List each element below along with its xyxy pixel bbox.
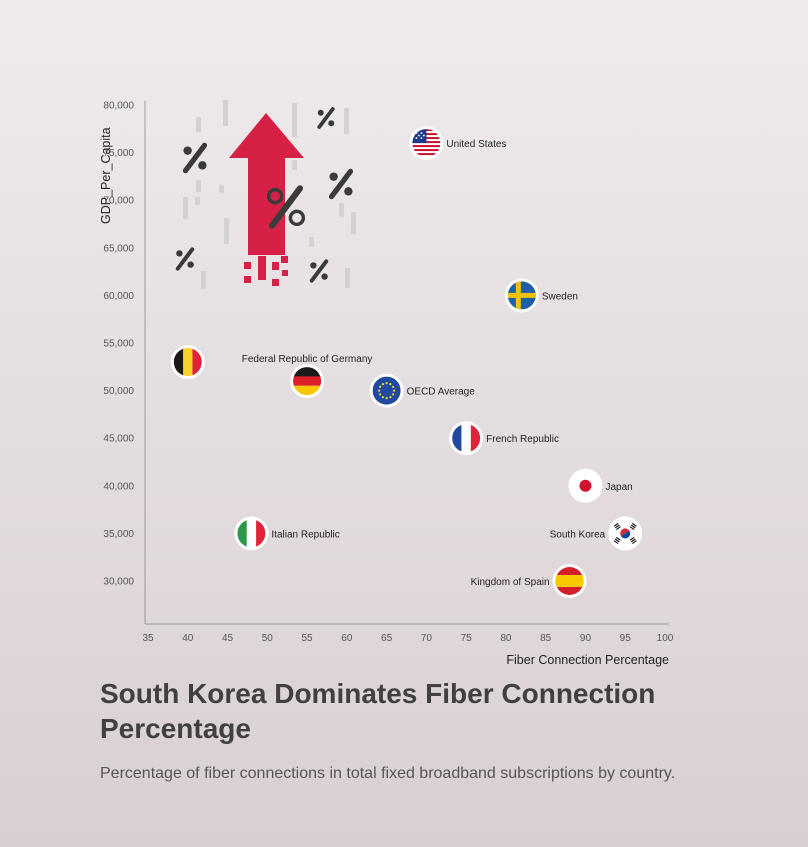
point-label: French Republic — [486, 434, 559, 445]
x-tick-label: 90 — [580, 633, 592, 644]
point-label: Kingdom of Spain — [471, 577, 550, 588]
point-label: United States — [446, 139, 506, 150]
france-flag-icon — [452, 424, 481, 453]
y-tick-label: 70,000 — [103, 196, 134, 207]
x-axis-title: Fiber Connection Percentage — [506, 653, 669, 667]
percent-sign-icon — [182, 142, 208, 174]
data-point — [170, 345, 205, 380]
japan-flag-icon — [571, 471, 600, 500]
point-label: Sweden — [542, 291, 578, 302]
germany-flag-icon — [293, 367, 322, 396]
y-axis-title: GDP_Per_Capita — [99, 127, 113, 224]
data-point: Japan — [568, 468, 633, 503]
data-point: Sweden — [504, 278, 578, 313]
spain-flag-icon — [555, 567, 584, 595]
data-point: Federal Republic of Germany — [242, 354, 373, 399]
data-point: OECD Average — [369, 373, 476, 408]
point-label: Japan — [605, 482, 632, 493]
point-label: OECD Average — [407, 387, 476, 398]
scatter-chart: 35 40 45 50 55 60 65 70 75 80 85 90 95 100 30,000 35,0… — [99, 100, 674, 667]
chart-subtitle: Percentage of fiber connections in total… — [100, 765, 676, 782]
x-tick-label: 60 — [341, 633, 353, 644]
percent-arrow-illustration — [175, 100, 356, 289]
y-tick-label: 80,000 — [103, 101, 134, 112]
data-point: South Korea — [550, 516, 643, 551]
x-tick-label: 80 — [500, 633, 512, 644]
chart-title: South Korea Dominates Fiber Connection P… — [100, 678, 656, 744]
y-tick-label: 75,000 — [103, 148, 134, 159]
y-tick-label: 30,000 — [103, 577, 134, 588]
sweden-flag-icon — [507, 281, 536, 310]
percent-sign-icon — [309, 259, 329, 283]
y-tick-label: 65,000 — [103, 243, 134, 254]
data-point: Italian Republic — [234, 516, 340, 551]
percent-sign-icon — [317, 107, 335, 129]
y-tick-label: 55,000 — [103, 339, 134, 350]
percent-sign-icons — [175, 107, 354, 283]
point-label: South Korea — [550, 529, 606, 540]
x-tick-label: 35 — [142, 633, 154, 644]
y-tick-label: 45,000 — [103, 434, 134, 445]
us-flag-icon — [412, 129, 441, 158]
x-tick-label: 55 — [302, 633, 314, 644]
y-tick-label: 60,000 — [103, 291, 134, 302]
x-tick-labels: 35 40 45 50 55 60 65 70 75 80 85 90 95 100 — [142, 633, 673, 644]
x-tick-label: 70 — [421, 633, 433, 644]
point-label: Federal Republic of Germany — [242, 354, 373, 365]
decorative-dashes — [183, 100, 356, 289]
percent-sign-icon — [175, 247, 195, 271]
percent-sign-icon — [328, 168, 354, 200]
data-point: Kingdom of Spain — [471, 564, 587, 598]
y-tick-labels: 30,000 35,000 40,000 45,000 50,000 55,000 60,0… — [103, 101, 134, 588]
data-point: French Republic — [449, 421, 559, 456]
belgium-flag-icon — [173, 348, 202, 377]
x-tick-label: 45 — [222, 633, 234, 644]
x-tick-label: 85 — [540, 633, 552, 644]
data-points: United States Sweden Federal Republic of G… — [170, 126, 643, 598]
point-label: Italian Republic — [271, 529, 339, 540]
y-tick-label: 35,000 — [103, 529, 134, 540]
data-point: United States — [409, 126, 506, 161]
x-tick-label: 75 — [461, 633, 473, 644]
south-korea-flag-icon — [611, 519, 640, 548]
x-tick-label: 95 — [620, 633, 632, 644]
italy-flag-icon — [237, 519, 266, 548]
x-tick-label: 65 — [381, 633, 393, 644]
x-tick-label: 100 — [657, 633, 674, 644]
y-tick-label: 50,000 — [103, 386, 134, 397]
up-arrow-icon — [229, 113, 304, 286]
eu-flag-icon — [372, 376, 401, 405]
y-tick-label: 40,000 — [103, 481, 134, 492]
percent-sign-icon — [266, 185, 306, 229]
x-tick-label: 50 — [262, 633, 274, 644]
x-tick-label: 40 — [182, 633, 194, 644]
